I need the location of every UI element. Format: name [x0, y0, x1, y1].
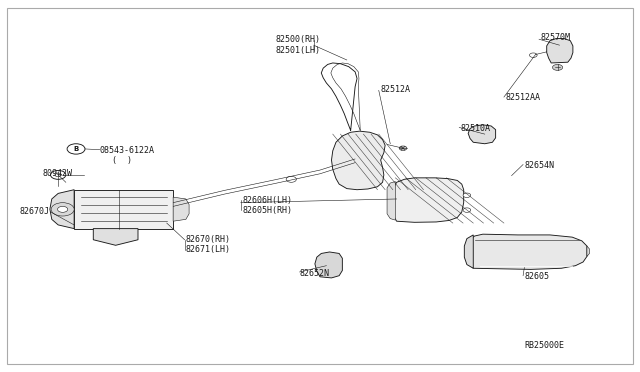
Text: 82501(LH): 82501(LH): [275, 46, 320, 55]
Text: 82654N: 82654N: [524, 161, 554, 170]
Text: 82671(LH): 82671(LH): [186, 245, 231, 254]
Text: 82510A: 82510A: [461, 124, 490, 133]
Text: 82605H(RH): 82605H(RH): [242, 206, 292, 215]
Polygon shape: [315, 252, 342, 278]
Text: 82512AA: 82512AA: [505, 93, 540, 102]
Polygon shape: [587, 246, 589, 256]
Circle shape: [463, 193, 470, 198]
Polygon shape: [392, 178, 464, 222]
Polygon shape: [332, 131, 385, 190]
Circle shape: [286, 176, 296, 182]
Polygon shape: [93, 229, 138, 245]
Text: 82605: 82605: [524, 272, 549, 281]
Text: RB25000E: RB25000E: [524, 341, 564, 350]
Polygon shape: [465, 235, 473, 268]
Circle shape: [529, 53, 537, 57]
Text: 82670(RH): 82670(RH): [186, 235, 231, 244]
Text: 82606H(LH): 82606H(LH): [242, 196, 292, 205]
Polygon shape: [387, 182, 396, 220]
Text: 82512A: 82512A: [381, 85, 411, 94]
Text: 80942W: 80942W: [42, 169, 72, 177]
Circle shape: [552, 64, 563, 70]
Polygon shape: [173, 197, 189, 221]
Text: 82500(RH): 82500(RH): [275, 35, 320, 44]
Polygon shape: [74, 190, 173, 229]
Circle shape: [51, 170, 66, 179]
Text: (  ): ( ): [113, 155, 132, 164]
Text: 82670J: 82670J: [20, 208, 50, 217]
Text: B: B: [74, 146, 79, 152]
Text: 82570M: 82570M: [540, 33, 570, 42]
Circle shape: [399, 146, 407, 150]
Circle shape: [58, 206, 68, 212]
Text: 82652N: 82652N: [300, 269, 330, 278]
Polygon shape: [468, 125, 495, 144]
Polygon shape: [468, 234, 587, 269]
Circle shape: [463, 208, 470, 212]
Polygon shape: [50, 190, 74, 229]
Text: 08543-6122A: 08543-6122A: [100, 146, 155, 155]
Polygon shape: [547, 38, 573, 63]
Circle shape: [51, 203, 74, 216]
